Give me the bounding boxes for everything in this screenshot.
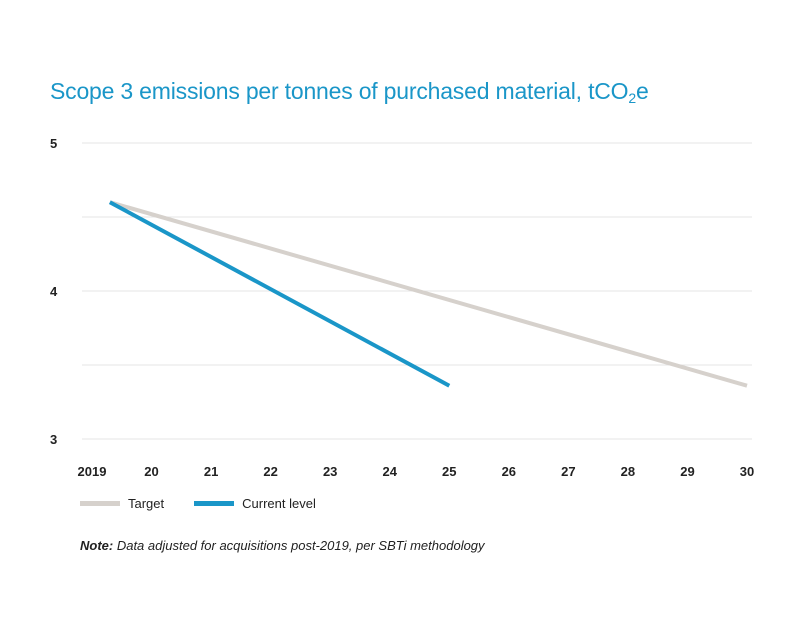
y-tick-label: 5 <box>50 136 57 151</box>
legend-label-target: Target <box>128 496 165 511</box>
x-tick-label: 30 <box>740 464 754 479</box>
series-line-current-level <box>108 200 451 388</box>
legend-item-target: Target <box>80 496 164 511</box>
y-tick-label: 4 <box>50 284 58 299</box>
x-tick-label: 29 <box>680 464 694 479</box>
x-tick-label: 22 <box>263 464 277 479</box>
x-tick-label: 20 <box>144 464 158 479</box>
y-tick-label: 3 <box>50 432 57 447</box>
chart-title-subscript: 2 <box>628 90 636 106</box>
legend-label-current-level: Current level <box>242 496 316 511</box>
chart-title-tail: e <box>635 78 649 104</box>
x-tick-label: 28 <box>621 464 635 479</box>
x-tick-label: 27 <box>561 464 575 479</box>
x-tick-label: 23 <box>323 464 337 479</box>
x-tick-label: 24 <box>382 464 397 479</box>
x-tick-label: 25 <box>442 464 456 479</box>
note-label: Note: <box>80 538 114 553</box>
x-tick-label: 26 <box>502 464 516 479</box>
chart-note: Note: Data adjusted for acquisitions pos… <box>80 538 485 553</box>
x-tick-label: 21 <box>204 464 218 479</box>
legend: Target Current level <box>80 496 346 511</box>
legend-swatch-target <box>80 501 120 506</box>
legend-swatch-current-level <box>194 501 235 506</box>
chart-title-main: Scope 3 emissions per tonnes of purchase… <box>50 78 629 104</box>
series-line-target <box>109 200 748 388</box>
note-text: Data adjusted for acquisitions post-2019… <box>113 538 485 553</box>
legend-item-current-level: Current level <box>194 496 316 511</box>
x-tick-label: 2019 <box>78 464 107 479</box>
chart-title: Scope 3 emissions per tonnes of purchase… <box>50 78 649 105</box>
